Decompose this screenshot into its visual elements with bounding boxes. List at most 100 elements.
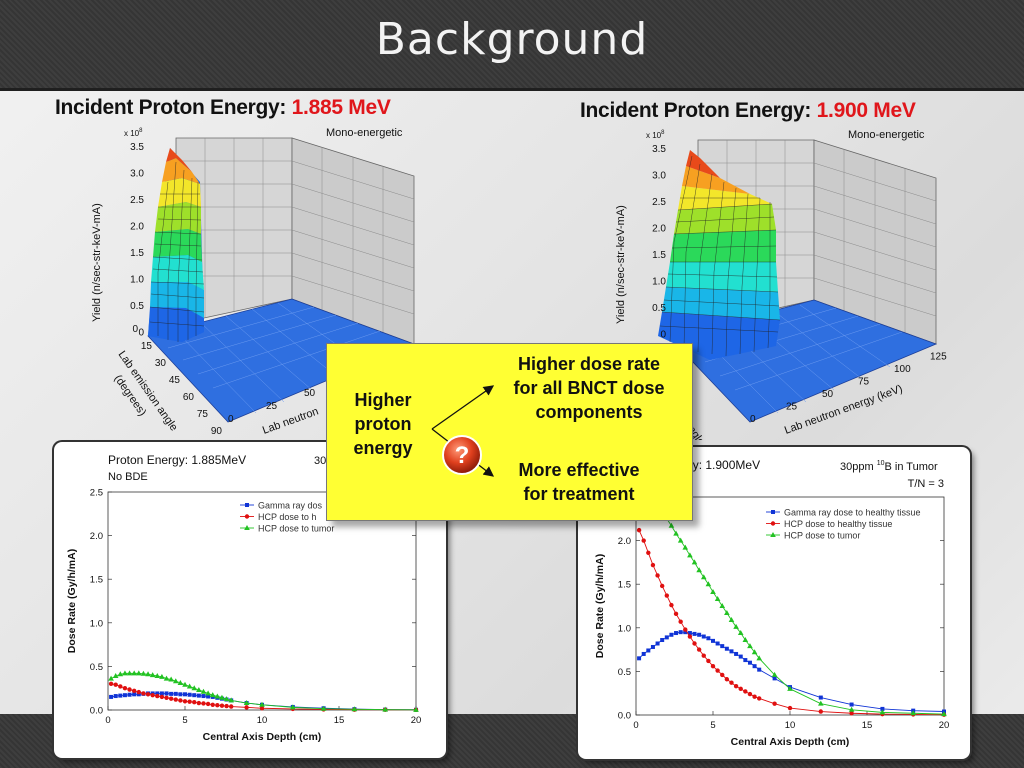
data-point xyxy=(172,678,179,684)
data-point xyxy=(737,630,744,636)
y-tick-label: 2.5 xyxy=(90,488,103,499)
data-point xyxy=(229,704,234,709)
callout-arrows: ? xyxy=(431,385,495,477)
data-point xyxy=(733,623,739,629)
data-point xyxy=(756,655,762,661)
x-tick-label: 20 xyxy=(411,715,422,726)
data-point xyxy=(650,562,656,568)
right-z-tick: 3.0 xyxy=(652,171,666,182)
data-point xyxy=(848,706,855,712)
left-angle-tick: 60 xyxy=(183,392,195,403)
left-angle-tick: 45 xyxy=(169,375,181,386)
legend-marker xyxy=(245,503,249,507)
callout-left-line-2: proton xyxy=(354,414,412,434)
chart-subtitle: 30ppm 10B in Tumor xyxy=(840,460,938,473)
data-point xyxy=(113,682,118,687)
data-point xyxy=(706,636,711,641)
left-dose-chart: Proton Energy: 1.885MeV 30 No BDE 0.0 0.5 1.0… xyxy=(66,453,422,743)
left-mode-label: Mono-energetic xyxy=(326,127,403,139)
data-point xyxy=(117,671,124,677)
legend-marker xyxy=(244,514,250,519)
legend-marker xyxy=(770,532,776,537)
data-point xyxy=(757,696,762,701)
data-point xyxy=(724,646,729,651)
x-tick-label: 5 xyxy=(182,715,187,726)
data-point xyxy=(719,603,726,608)
data-point xyxy=(155,691,160,696)
left-surface-mesh xyxy=(149,161,205,342)
right-band-red xyxy=(686,150,720,178)
data-point xyxy=(126,670,133,676)
data-point xyxy=(646,648,651,653)
data-point xyxy=(351,706,358,712)
y-tick-label: 2.0 xyxy=(90,531,103,542)
data-point xyxy=(697,632,702,637)
data-point xyxy=(187,692,192,697)
data-point xyxy=(159,694,165,700)
right-z-tick: 0.5 xyxy=(652,303,666,314)
data-point xyxy=(738,654,743,659)
data-point xyxy=(687,634,693,639)
data-point xyxy=(118,684,123,689)
data-point xyxy=(145,692,151,697)
data-point xyxy=(705,581,712,587)
right-surface-mesh xyxy=(659,155,781,357)
data-point xyxy=(734,651,739,656)
data-point xyxy=(729,680,734,685)
data-point xyxy=(200,688,207,694)
data-point xyxy=(196,700,202,706)
legend-label: HCP dose to tumor xyxy=(784,531,860,541)
right-band-orange xyxy=(682,166,750,194)
left-angle-tick: 30 xyxy=(155,358,167,369)
left-band-orange xyxy=(162,158,200,184)
data-point xyxy=(683,630,688,635)
right-z-tick: 1.5 xyxy=(652,250,666,261)
data-point xyxy=(683,627,688,632)
data-point xyxy=(219,694,225,700)
callout-bottom-line-2: for treatment xyxy=(523,484,635,504)
x-tick-label: 15 xyxy=(334,715,345,726)
data-point xyxy=(131,670,137,676)
data-point xyxy=(108,681,114,687)
legend-marker xyxy=(770,521,776,526)
left-heading-value: 1.885 MeV xyxy=(291,96,391,119)
data-point xyxy=(724,677,730,682)
data-point xyxy=(290,704,296,710)
question-icon[interactable] xyxy=(442,435,482,475)
data-point xyxy=(168,696,174,701)
left-z-tick: 0 xyxy=(138,328,144,339)
data-point xyxy=(747,660,752,665)
series-line xyxy=(638,529,945,716)
legend-marker xyxy=(771,510,775,514)
callout-top-line-1: Higher dose rate xyxy=(517,354,661,374)
chart-title: Proton Energy: 1.885MeV xyxy=(108,453,246,467)
data-point xyxy=(205,690,211,696)
data-point xyxy=(720,672,725,678)
data-point xyxy=(687,552,693,558)
data-point xyxy=(214,693,221,699)
data-point xyxy=(673,530,679,536)
data-point xyxy=(752,664,757,669)
series-1 xyxy=(108,681,419,713)
data-point xyxy=(108,675,114,681)
data-point xyxy=(122,686,128,691)
series-0 xyxy=(637,630,946,714)
left-z-tick: 1.0 xyxy=(130,275,144,286)
left-z-tick: 3.0 xyxy=(130,169,144,180)
plot-area xyxy=(635,496,945,716)
data-point xyxy=(187,699,192,704)
data-point xyxy=(646,550,651,556)
data-point xyxy=(682,544,689,550)
data-point xyxy=(259,701,265,707)
data-point xyxy=(692,631,697,636)
data-point xyxy=(742,637,749,643)
series-2 xyxy=(664,515,947,717)
data-point xyxy=(733,684,739,689)
x-tick-label: 5 xyxy=(710,720,715,731)
data-point xyxy=(149,672,156,678)
data-point xyxy=(787,685,793,691)
right-z-tick: 2.5 xyxy=(652,197,666,208)
y-tick-label: 2.0 xyxy=(618,536,631,547)
data-point xyxy=(182,699,188,704)
